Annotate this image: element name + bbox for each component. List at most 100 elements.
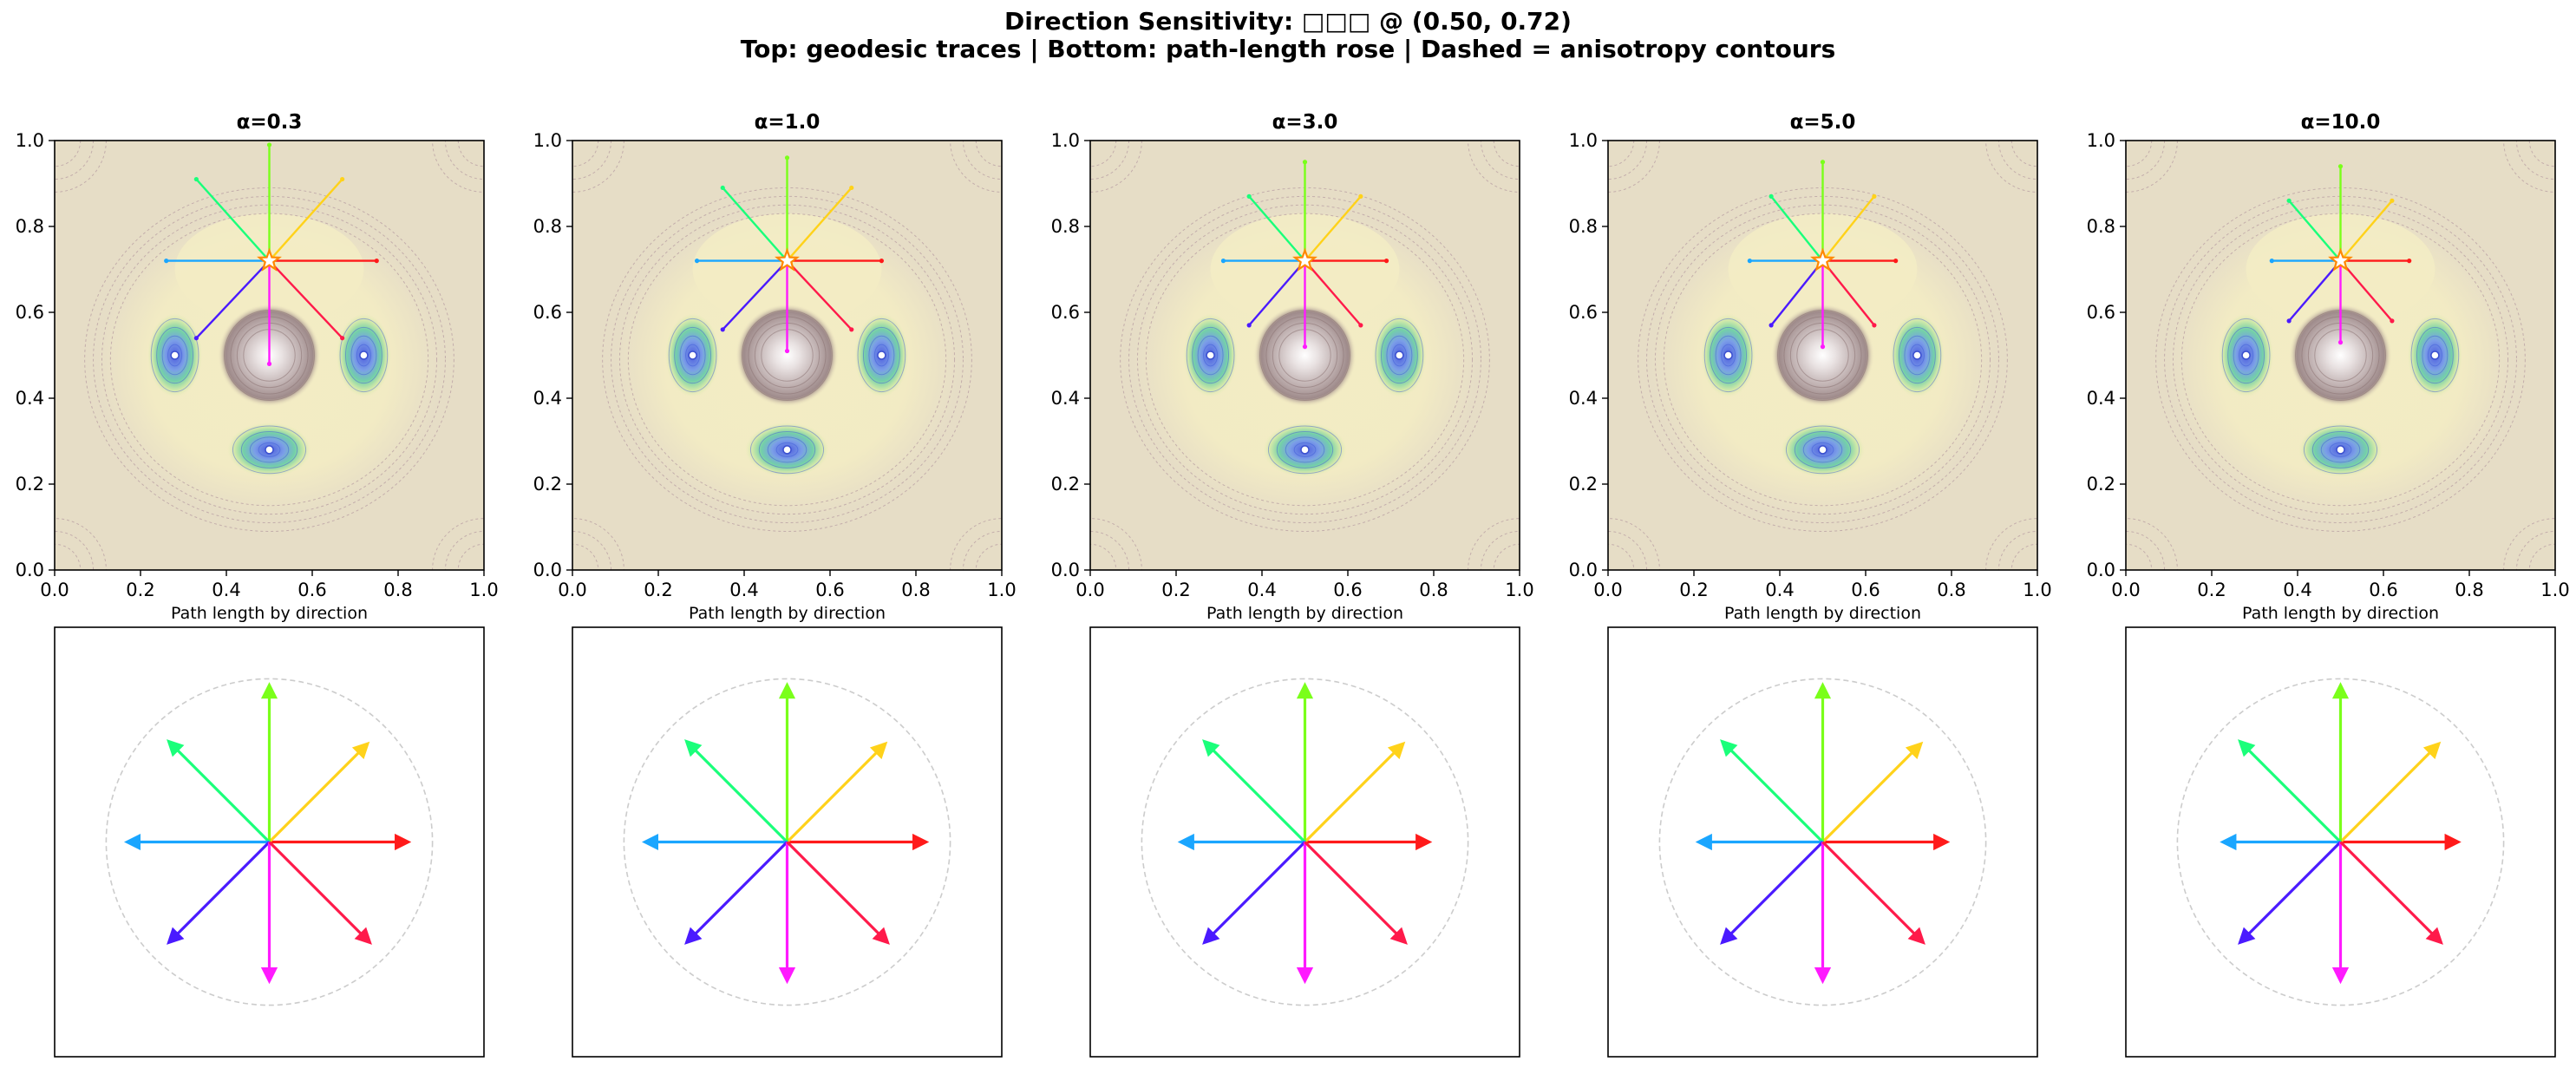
well-contour [2422,335,2449,376]
x-tick-label: 0.8 [383,580,412,600]
trace-endpoint [694,259,700,264]
well-contour [767,436,807,463]
contour-line [93,195,446,524]
panel-title: α=10.0 [2301,111,2381,134]
geodesic-trace [1821,195,1875,262]
contour-line [1128,195,1481,524]
rose-label: Path length by direction [1724,604,1921,623]
central-bump [1253,304,1357,407]
geodesic-trace [268,259,343,339]
trace-endpoint [849,185,854,191]
x-tick-label: 1.0 [2023,580,2051,600]
rose-arrow [1202,841,1306,945]
y-tick-label: 1.0 [2087,130,2115,151]
trace-endpoint [1302,344,1308,350]
well-contours [2410,318,2460,393]
well-contour [1802,436,1843,463]
rose-arrow [2339,841,2443,945]
y-tick-label: 0.4 [533,388,562,409]
well-contours [857,318,906,393]
well-contour [356,344,371,367]
well-contour [862,326,900,384]
well-contour [758,430,816,468]
well-contour [679,335,706,376]
trace-endpoint [1769,193,1774,199]
well-contour [685,344,701,367]
geodesic-traces [2269,164,2412,345]
well-contour [1293,442,1317,457]
y-tick-label: 0.0 [1569,560,1598,580]
trace-endpoint [1358,193,1363,199]
x-tick-label: 0.6 [1333,580,1362,600]
y-tick-label: 0.8 [1051,216,1080,237]
well-contour [339,318,389,393]
well-contour [240,430,298,468]
y-tick-label: 0.2 [1569,474,1598,495]
trace-endpoint [2337,164,2344,169]
figure-title: Direction Sensitivity: □□□ @ (0.50, 0.72… [1004,7,1572,36]
rose-arrow [684,841,788,945]
geodesic-trace [195,259,271,339]
axis-ticks: 0.00.0 0.2 0.2 0.4 0.4 0.6 0.6 0.8 0.8 1.0 1.0 [1569,130,2052,600]
field-map [1090,141,1520,570]
well-contour [1197,335,1224,376]
field-map [572,141,1002,570]
well-contour [1203,344,1219,367]
well-contour [873,344,889,367]
well-center-marker [2336,445,2345,455]
well-contour [344,326,382,384]
y-tick-label: 0.8 [2087,216,2115,237]
trace-endpoint [2286,318,2292,324]
x-tick-label: 0.4 [1765,580,1794,600]
rose-arrow [1202,739,1306,843]
x-tick-label: 0.4 [1247,580,1276,600]
x-tick-label: 0.4 [212,580,240,600]
y-tick-label: 1.0 [1051,130,1080,151]
well-contour [1380,326,1418,384]
well-contour [674,326,712,384]
rose-reference-circle [105,678,434,1006]
geodesic-trace [1304,195,1362,262]
geodesic-trace [2288,259,2342,322]
trace-endpoint [2269,259,2274,264]
rose-reference-circle [1141,678,1469,1006]
well-contours [1893,318,1942,393]
geodesic-traces [1747,160,1899,350]
well-contour [1391,344,1407,367]
well-contour [1898,326,1936,384]
panel-title: α=5.0 [1790,111,1856,134]
well-contour [775,442,799,457]
well-contour [2303,425,2378,475]
well-center-marker [1818,445,1827,455]
y-tick-label: 0.2 [2087,474,2115,495]
field-map [1608,141,2037,570]
rose-arrow [684,739,788,843]
y-tick-label: 0.2 [533,474,562,495]
well-contour [1186,318,1235,393]
well-center-marker [877,351,886,360]
field-map [55,141,484,570]
x-tick-label: 0.2 [1679,580,1708,600]
well-contour [2320,436,2361,463]
y-tick-label: 0.8 [533,216,562,237]
central-bump [736,304,839,407]
well-contour [150,318,199,393]
panel-1: α=0.3 0.00.0 0.2 0.2 0.4 0.4 0.6 0.6 0.8 0.8 1.0 1.… [16,111,499,600]
rose-panel-5: Path length by direction [2125,604,2556,1058]
trace-endpoint [879,259,885,264]
x-tick-label: 0.8 [901,580,930,600]
well-contour [2311,430,2370,468]
well-contour [1375,318,1424,393]
geodesic-trace [1248,195,1306,262]
geodesic-trace [1821,259,1875,326]
well-contour [668,318,717,393]
well-contour [249,436,290,463]
x-tick-label: 0.0 [1076,580,1104,600]
well-contour [2427,344,2442,367]
x-tick-label: 1.0 [1505,580,1533,600]
axes-frame [1089,140,1520,571]
trace-endpoint [849,327,854,332]
rose-arrow [268,741,370,843]
well-center-marker [170,351,180,360]
x-tick-label: 0.2 [644,580,672,600]
